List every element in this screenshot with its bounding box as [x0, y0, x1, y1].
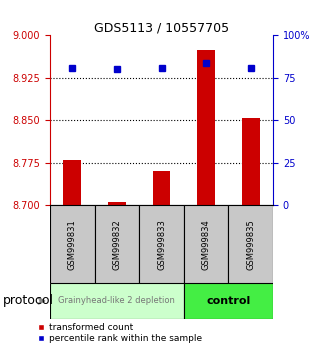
- Text: GSM999831: GSM999831: [68, 219, 77, 270]
- Text: Grainyhead-like 2 depletion: Grainyhead-like 2 depletion: [59, 296, 175, 306]
- Bar: [228, 205, 273, 283]
- Bar: [139, 205, 184, 283]
- Bar: [63, 160, 81, 205]
- Bar: [242, 118, 260, 205]
- Text: protocol: protocol: [3, 295, 54, 307]
- Bar: [197, 50, 215, 205]
- Text: control: control: [206, 296, 250, 306]
- Bar: [184, 205, 228, 283]
- Bar: [50, 205, 95, 283]
- Bar: [95, 205, 139, 283]
- Bar: [50, 283, 184, 319]
- Text: GSM999833: GSM999833: [157, 219, 166, 270]
- Legend: transformed count, percentile rank within the sample: transformed count, percentile rank withi…: [38, 323, 202, 343]
- Text: GSM999832: GSM999832: [112, 219, 122, 270]
- Bar: [108, 202, 126, 205]
- Text: GSM999835: GSM999835: [246, 219, 255, 270]
- Text: GSM999834: GSM999834: [201, 219, 211, 270]
- Bar: [153, 171, 170, 205]
- Title: GDS5113 / 10557705: GDS5113 / 10557705: [94, 21, 229, 34]
- Bar: [184, 283, 273, 319]
